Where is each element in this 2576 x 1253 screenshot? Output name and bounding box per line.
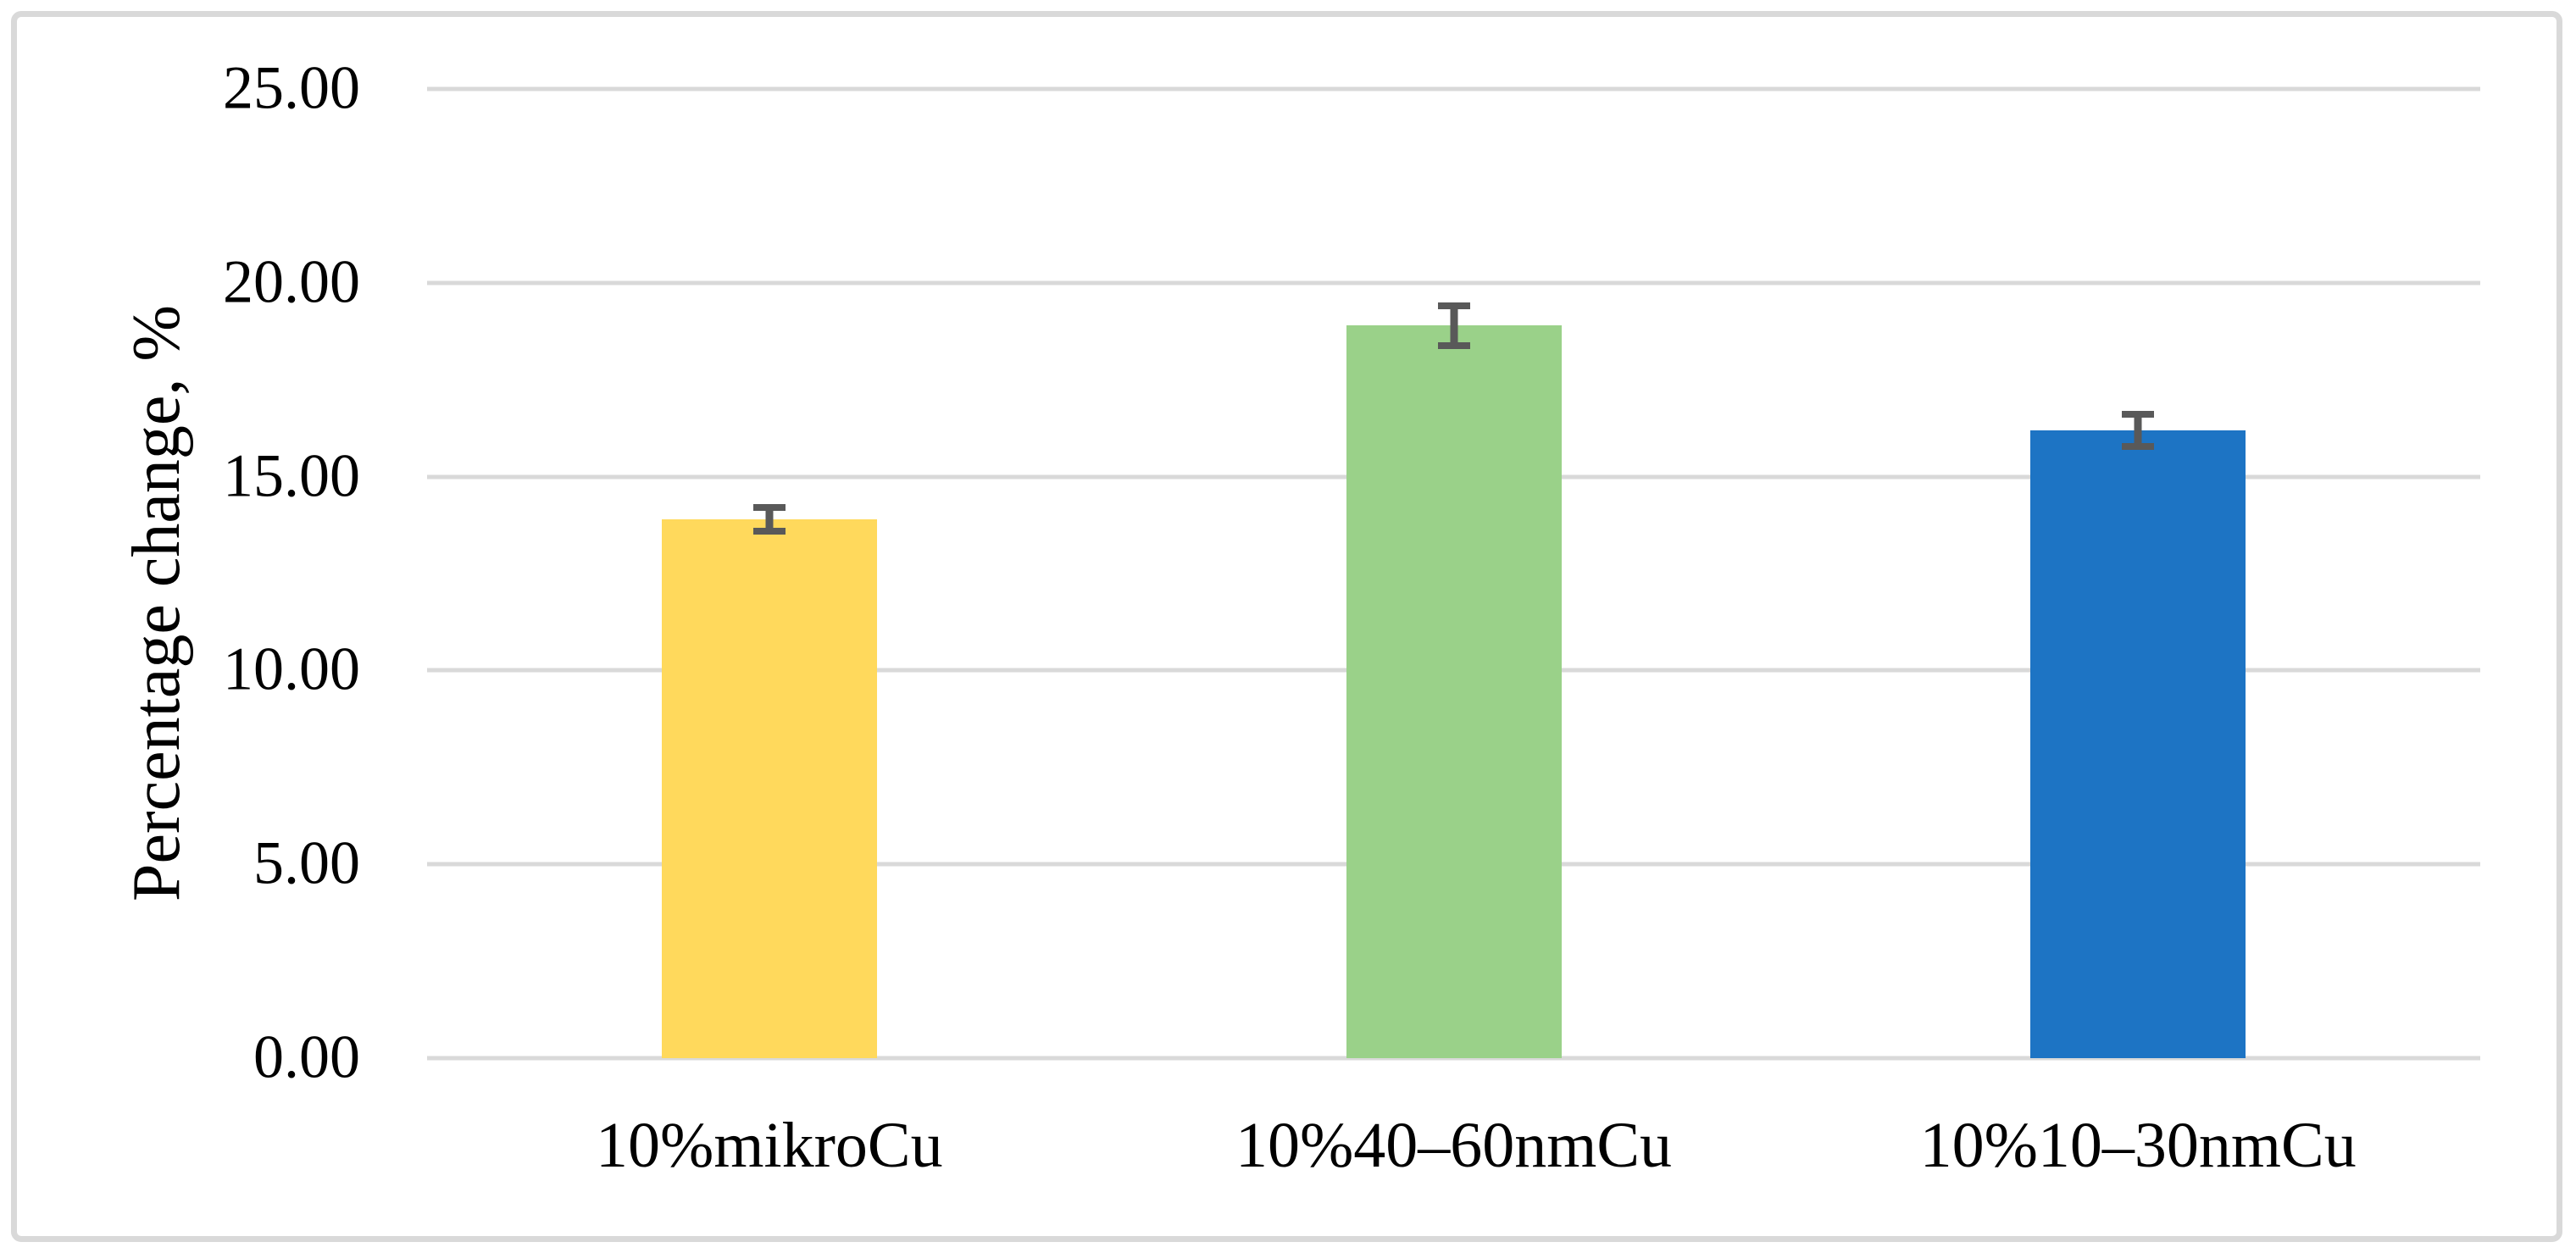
plot-area [427,86,2480,1061]
error-bar-stem [1450,302,1457,349]
bar-1 [661,518,877,1058]
y-tick-label: 20.00 [223,247,360,316]
bar-2 [1346,325,1562,1058]
y-tick-label: 15.00 [223,441,360,510]
y-tick-label: 10.00 [223,635,360,703]
x-category-label: 10%40–60nmCu [1235,1110,1673,1181]
error-bar-cap [752,528,786,535]
error-bar-cap [1437,302,1470,309]
error-bar-cap [1437,341,1470,349]
error-bar-3 [2122,410,2155,450]
gridline-20.00 [427,280,2480,286]
error-bar-stem [765,503,774,535]
bar-3 [2030,430,2246,1058]
gridline-25.00 [427,86,2480,91]
x-category-label: 10%mikroCu [596,1110,943,1181]
error-bar-1 [752,503,786,535]
y-tick-label: 0.00 [253,1023,360,1091]
error-bar-cap [752,503,786,511]
gridline-0.00 [427,1056,2480,1061]
y-tick-label: 25.00 [223,53,360,122]
error-bar-cap [2122,442,2155,450]
x-category-label: 10%10–30nmCu [1919,1110,2357,1181]
error-bar-cap [2122,410,2155,418]
y-axis-title: Percentage change, % [119,304,194,902]
y-tick-label: 5.00 [253,829,360,897]
error-bar-stem [2134,410,2142,450]
error-bar-2 [1437,302,1470,349]
